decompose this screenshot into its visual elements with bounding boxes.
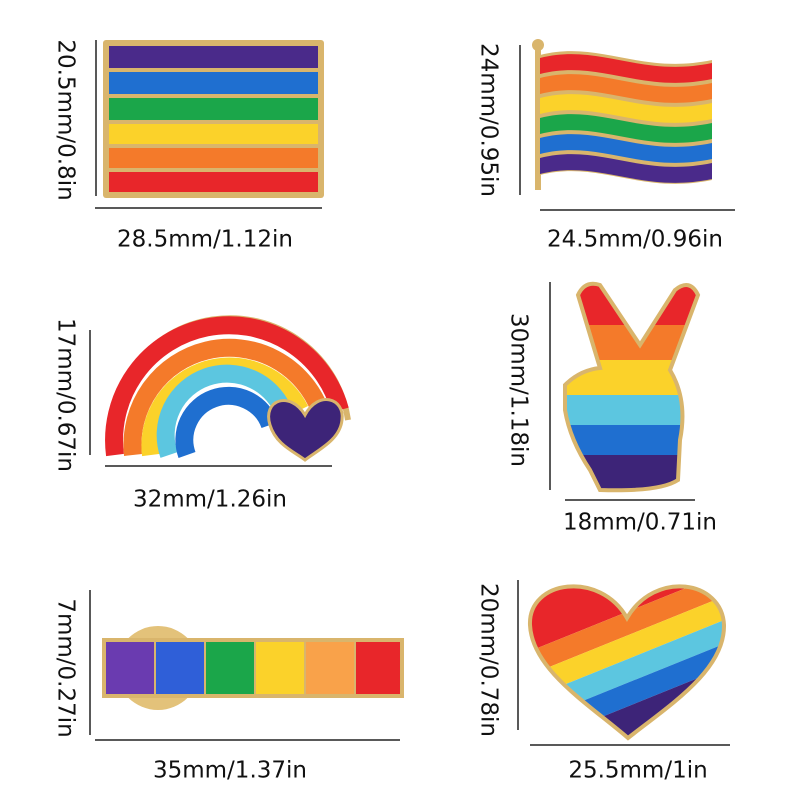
- width-label: 25.5mm/1in: [568, 758, 707, 784]
- pin-rainbow: [105, 315, 351, 462]
- width-label: 32mm/1.26in: [133, 487, 287, 513]
- height-label: 7mm/0.27in: [53, 598, 79, 737]
- height-label: 30mm/1.18in: [506, 313, 532, 467]
- height-label: 20mm/0.78in: [476, 583, 502, 737]
- pin-rect-flag: [103, 40, 324, 198]
- width-label: 18mm/0.71in: [563, 510, 717, 536]
- pin-peace-hand: [563, 281, 701, 493]
- pin-bar: [102, 626, 404, 710]
- pin-wave-flag: [532, 39, 712, 190]
- width-label: 24.5mm/0.96in: [547, 227, 723, 253]
- height-label: 20.5mm/0.8in: [53, 39, 79, 200]
- width-label: 28.5mm/1.12in: [117, 227, 293, 253]
- width-label: 35mm/1.37in: [153, 758, 307, 784]
- height-label: 24mm/0.95in: [476, 43, 502, 197]
- height-label: 17mm/0.67in: [53, 318, 79, 472]
